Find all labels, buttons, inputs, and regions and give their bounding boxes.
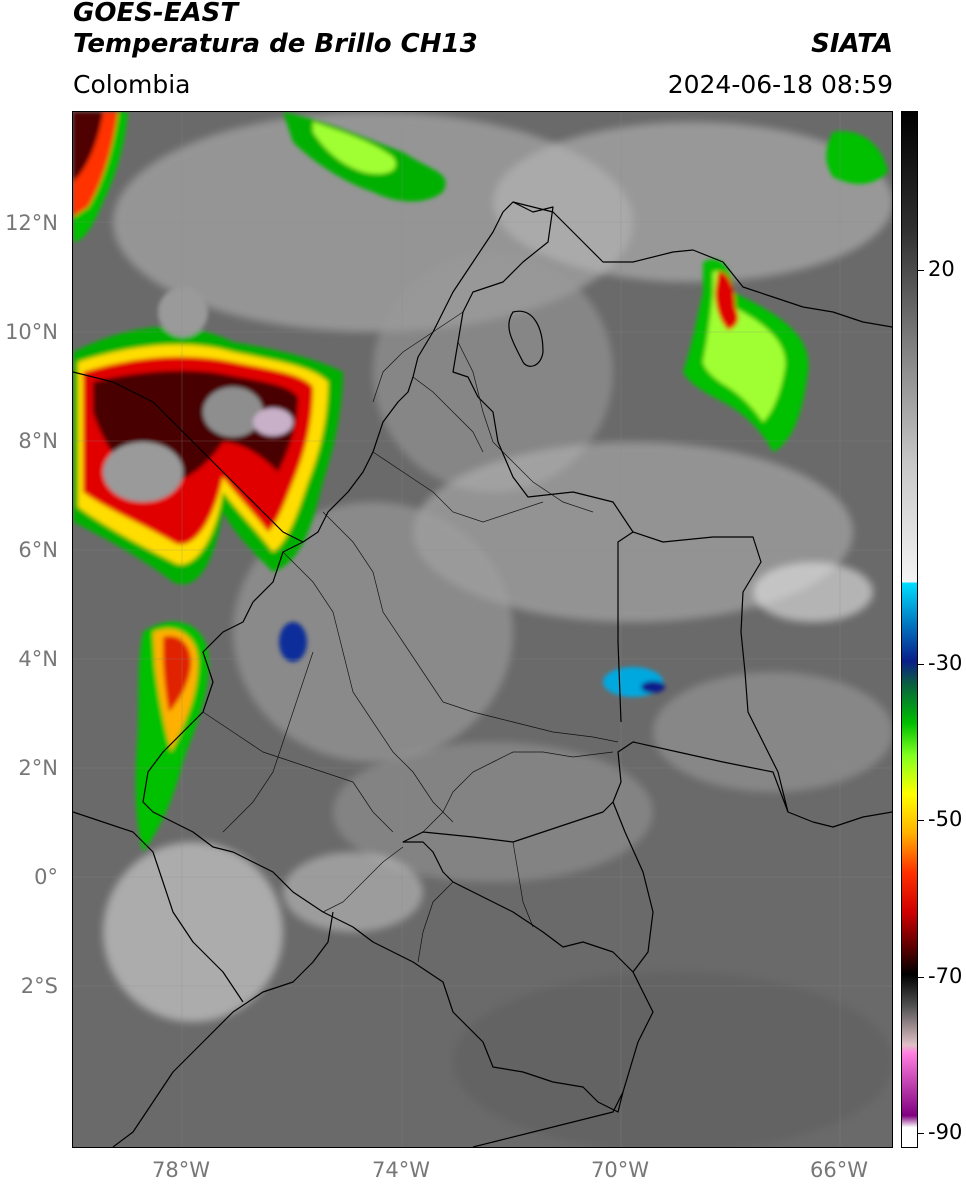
colorbar-tick [917, 820, 924, 821]
colorbar-label-minus90: -90 [928, 1120, 963, 1144]
convective-cloud-cells [73, 112, 888, 852]
lon-label-78w: 78°W [152, 1158, 210, 1182]
colorbar-tick [917, 664, 924, 665]
lon-label-66w: 66°W [810, 1158, 868, 1182]
lat-label-8n: 8°N [18, 429, 58, 453]
lat-label-2s: 2°S [20, 974, 58, 998]
grayscale-cloud-field [73, 112, 892, 1147]
lat-label-10n: 10°N [5, 320, 58, 344]
lon-label-74w: 74°W [372, 1158, 430, 1182]
lat-label-0: 0° [34, 865, 58, 889]
lat-label-2n: 2°N [18, 756, 58, 780]
region-label: Colombia [73, 70, 191, 99]
lat-label-12n: 12°N [5, 211, 58, 235]
colorbar-tick [917, 977, 924, 978]
lon-label-70w: 70°W [591, 1158, 649, 1182]
colorbar-label-minus50: -50 [928, 807, 963, 831]
department-borders [202, 311, 619, 963]
colorbar-tick [917, 1133, 924, 1134]
colorbar-label-minus70: -70 [928, 964, 963, 988]
temperature-colorbar [901, 111, 918, 1148]
colorbar-label-minus30: -30 [928, 651, 963, 675]
brand-label: SIATA [811, 29, 893, 59]
timestamp-label: 2024-06-18 08:59 [667, 70, 893, 99]
lat-label-6n: 6°N [18, 538, 58, 562]
colorbar-label-20: 20 [928, 257, 955, 281]
lat-label-4n: 4°N [18, 647, 58, 671]
colorbar-tick [917, 270, 924, 271]
satellite-map [72, 111, 893, 1148]
title-product: Temperatura de Brillo CH13 [73, 29, 478, 59]
title-satellite: GOES-EAST [73, 0, 239, 28]
